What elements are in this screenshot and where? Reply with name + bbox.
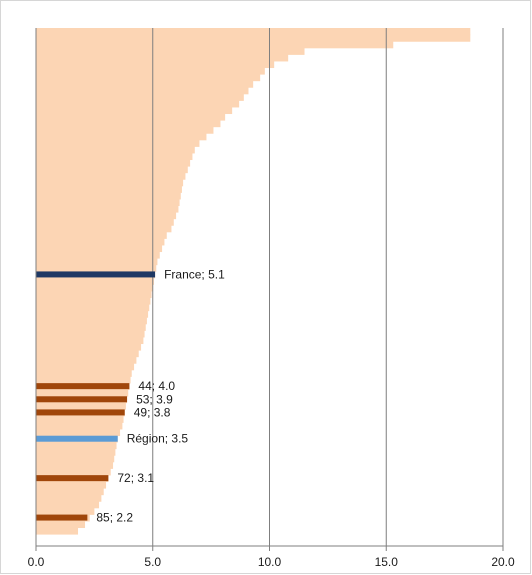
distribution-bar <box>36 120 221 128</box>
highlight-bar <box>36 396 128 403</box>
distribution-bar <box>36 41 394 49</box>
highlight-bar <box>36 475 109 482</box>
distribution-bar <box>36 146 195 154</box>
highlight-label: France; 5.1 <box>164 267 225 281</box>
distribution-bar <box>36 343 142 351</box>
distribution-bar <box>36 93 244 101</box>
highlight-label: 72; 3.1 <box>117 471 154 485</box>
distribution-bar <box>36 264 157 272</box>
distribution-bar <box>36 284 153 292</box>
distribution-bar <box>36 520 86 529</box>
distribution-bar <box>36 369 132 377</box>
x-tick-label: 20.0 <box>491 555 515 569</box>
distribution-bar <box>36 205 179 213</box>
distribution-bar <box>36 415 124 423</box>
highlight-bar <box>36 383 130 390</box>
distribution-bar <box>36 238 165 246</box>
highlight-bar <box>36 271 156 278</box>
distribution-bar <box>36 212 177 220</box>
distribution-bar <box>36 172 186 180</box>
distribution-bar <box>36 80 254 88</box>
distribution-bar <box>36 54 289 62</box>
distribution-bar <box>36 231 167 239</box>
x-tick-label: 0.0 <box>28 555 45 569</box>
distribution-bar <box>36 179 184 187</box>
distribution-bar <box>36 192 181 200</box>
distribution-bars <box>36 28 471 535</box>
gridlines <box>152 28 504 546</box>
distribution-bar <box>36 323 146 331</box>
distribution-bar <box>36 60 275 69</box>
distribution-bar <box>36 350 139 358</box>
highlight-label: 53; 3.9 <box>136 392 173 406</box>
distribution-bar <box>36 428 121 437</box>
distribution-bar <box>36 277 154 285</box>
distribution-bar <box>36 422 123 430</box>
highlight-label: 44; 4.0 <box>138 379 175 393</box>
highlight-labels: France; 5.1 44; 4.053; 3.949; 3.8 Région; … <box>96 267 225 524</box>
x-axis <box>35 28 504 551</box>
distribution-bar <box>36 166 188 174</box>
distribution-bar <box>36 225 172 233</box>
distribution-bar <box>36 198 180 207</box>
distribution-bar <box>36 402 126 410</box>
highlight-label: 85; 2.2 <box>96 511 133 525</box>
x-tick-label: 10.0 <box>258 555 282 569</box>
x-tick-label: 5.0 <box>144 555 161 569</box>
distribution-bar <box>36 100 240 108</box>
distribution-bar <box>36 376 131 384</box>
distribution-bar <box>36 106 233 115</box>
distribution-bar <box>36 244 163 253</box>
distribution-bar <box>36 501 100 509</box>
distribution-bar <box>36 481 107 489</box>
distribution-bar <box>36 389 129 397</box>
distribution-bar <box>36 218 174 226</box>
distribution-bar <box>36 34 471 42</box>
x-tick-label: 15.0 <box>375 555 399 569</box>
distribution-bar <box>36 455 115 463</box>
distribution-bar <box>36 251 160 259</box>
distribution-bar <box>36 290 152 299</box>
distribution-bar <box>36 74 261 82</box>
distribution-bar <box>36 363 135 371</box>
distribution-bar <box>36 304 150 312</box>
distribution-bar <box>36 356 137 364</box>
distribution-bar <box>36 507 95 515</box>
highlight-bar <box>36 409 125 416</box>
highlight-bars <box>36 271 156 521</box>
distribution-bar <box>36 113 226 121</box>
distribution-bar <box>36 67 265 75</box>
distribution-bar <box>36 494 102 502</box>
distribution-bar <box>36 448 116 456</box>
distribution-bar <box>36 185 182 193</box>
distribution-bar <box>36 159 191 167</box>
distribution-bar <box>36 152 193 161</box>
distribution-bar <box>36 527 79 535</box>
distribution-bar <box>36 87 249 95</box>
distribution-bar <box>36 310 149 318</box>
distribution-bar <box>36 442 117 450</box>
distribution-bar <box>36 47 305 55</box>
distribution-bar <box>36 297 151 305</box>
highlight-bar <box>36 435 118 442</box>
distribution-bar <box>36 126 214 134</box>
distribution-bar <box>36 139 200 147</box>
distribution-bar <box>36 468 111 476</box>
highlight-label: 49; 3.8 <box>134 405 171 419</box>
x-tick-labels: 0.0 5.0 10.0 15.0 20.0 <box>28 555 515 569</box>
distribution-bar <box>36 28 471 36</box>
distribution-bar <box>36 317 147 325</box>
highlight-bar <box>36 514 88 521</box>
distribution-bar <box>36 133 207 141</box>
distribution-bar <box>36 330 145 338</box>
distribution-bar <box>36 488 104 496</box>
distribution-bar <box>36 461 114 469</box>
distribution-bar <box>36 336 144 345</box>
highlight-label: Région; 3.5 <box>127 432 189 446</box>
distribution-bar <box>36 258 158 266</box>
